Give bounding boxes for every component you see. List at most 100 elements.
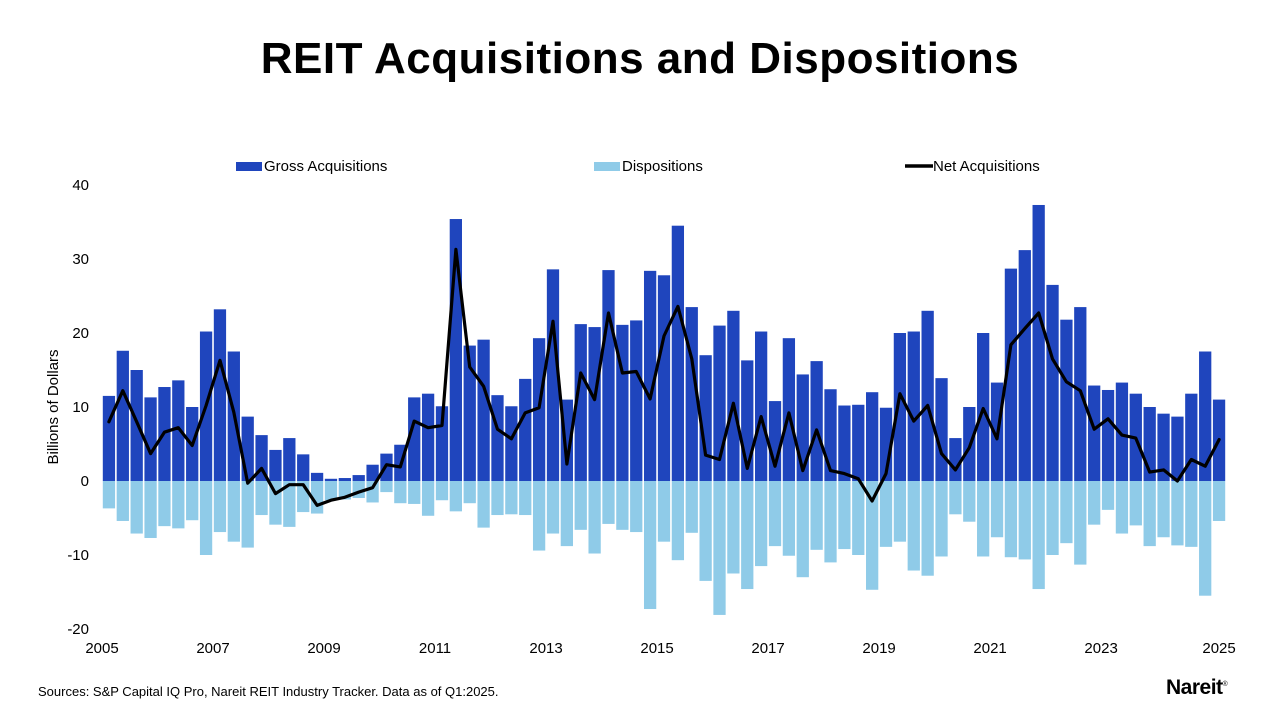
legend-acquisitions-swatch	[236, 162, 262, 171]
y-tick-label: -20	[67, 621, 89, 638]
disposition-bar	[421, 481, 435, 516]
acquisition-bar	[505, 406, 518, 481]
acquisition-bar	[310, 472, 324, 481]
disposition-bar	[796, 481, 809, 578]
acquisition-bar	[588, 327, 601, 481]
acquisition-bar	[810, 361, 823, 481]
disposition-bar	[116, 481, 129, 521]
acquisition-bar	[893, 333, 907, 481]
bars-layer	[102, 204, 1226, 615]
disposition-bar	[754, 481, 768, 567]
x-tick-label: 2009	[307, 640, 340, 657]
y-tick-label: 40	[72, 177, 89, 194]
disposition-bar	[768, 481, 782, 547]
disposition-bar	[866, 481, 879, 590]
nareit-logo: Nareit®	[1166, 676, 1228, 700]
acquisition-bar	[574, 324, 587, 481]
disposition-bar	[1185, 481, 1198, 547]
legend-acquisitions-label: Gross Acquisitions	[264, 158, 387, 175]
acquisition-bar	[352, 475, 365, 481]
disposition-bar	[1018, 481, 1031, 560]
acquisition-bar	[324, 478, 338, 481]
acquisition-bar	[935, 378, 948, 481]
acquisition-bar	[213, 309, 227, 481]
disposition-bar	[713, 481, 726, 615]
disposition-bar	[1004, 481, 1018, 558]
disposition-bar	[1157, 481, 1170, 538]
disposition-bar	[1060, 481, 1073, 544]
disposition-bar	[394, 481, 407, 504]
disposition-bar	[1171, 481, 1184, 546]
disposition-bar	[477, 481, 490, 528]
acquisition-bar	[1004, 268, 1018, 481]
acquisition-bar	[1171, 416, 1184, 481]
x-tick-label: 2025	[1202, 640, 1235, 657]
net-line-layer	[107, 247, 1221, 507]
acquisition-bar	[907, 331, 920, 481]
y-tick-label: -10	[67, 547, 89, 564]
disposition-bar	[546, 481, 560, 534]
acquisition-bar	[643, 270, 657, 481]
acquisition-bar	[727, 310, 740, 481]
disposition-bar	[810, 481, 823, 550]
acquisition-bar	[241, 416, 254, 481]
x-tick-label: 2005	[85, 640, 118, 657]
acquisition-bar	[630, 320, 643, 481]
disposition-bar	[380, 481, 393, 493]
acquisition-bar	[421, 393, 435, 481]
x-tick-label: 2017	[751, 640, 784, 657]
disposition-bar	[921, 481, 934, 576]
disposition-bar	[102, 481, 116, 509]
source-note: Sources: S&P Capital IQ Pro, Nareit REIT…	[38, 684, 499, 699]
acquisition-bar	[477, 339, 490, 481]
disposition-bar	[1212, 481, 1226, 521]
x-tick-label: 2007	[196, 640, 229, 657]
disposition-bar	[1129, 481, 1142, 526]
acquisition-bar	[852, 404, 865, 481]
disposition-bar	[1032, 481, 1045, 590]
disposition-bar	[741, 481, 754, 590]
acquisition-bar	[838, 405, 851, 481]
disposition-bar	[366, 481, 379, 503]
disposition-bar	[241, 481, 254, 548]
disposition-bar	[505, 481, 518, 515]
acquisition-bar	[283, 438, 296, 481]
disposition-bar	[186, 481, 199, 521]
disposition-bar	[685, 481, 698, 533]
disposition-bar	[907, 481, 920, 571]
x-tick-label: 2021	[973, 640, 1006, 657]
acquisition-bar	[116, 350, 129, 481]
disposition-bar	[671, 481, 685, 561]
disposition-bar	[893, 481, 907, 542]
disposition-bar	[1046, 481, 1059, 555]
disposition-bar	[408, 481, 421, 504]
x-tick-label: 2011	[419, 640, 451, 657]
acquisition-bar	[366, 464, 379, 481]
legend-dispositions-swatch	[594, 162, 620, 171]
acquisition-bar	[921, 310, 934, 481]
disposition-bar	[1143, 481, 1156, 547]
y-tick-label: 30	[72, 251, 89, 268]
x-tick-label: 2013	[529, 640, 562, 657]
acquisition-bar	[1185, 393, 1198, 481]
disposition-bar	[879, 481, 893, 547]
disposition-bar	[643, 481, 657, 610]
disposition-bar	[1115, 481, 1129, 534]
disposition-bar	[657, 481, 671, 542]
acquisition-bar	[172, 380, 185, 481]
acquisition-bar	[866, 392, 879, 481]
disposition-bar	[977, 481, 990, 557]
disposition-bar	[130, 481, 143, 534]
acquisition-bar	[519, 378, 532, 481]
acquisition-bar	[671, 225, 685, 481]
disposition-bar	[172, 481, 185, 529]
acquisition-bar	[1046, 284, 1059, 481]
acquisition-bar	[949, 438, 962, 481]
disposition-bar	[602, 481, 615, 524]
disposition-bar	[824, 481, 837, 563]
acquisition-bar	[768, 401, 782, 481]
disposition-bar	[630, 481, 643, 533]
disposition-bar	[852, 481, 865, 555]
legend-net-acquisitions-label: Net Acquisitions	[933, 158, 1040, 175]
